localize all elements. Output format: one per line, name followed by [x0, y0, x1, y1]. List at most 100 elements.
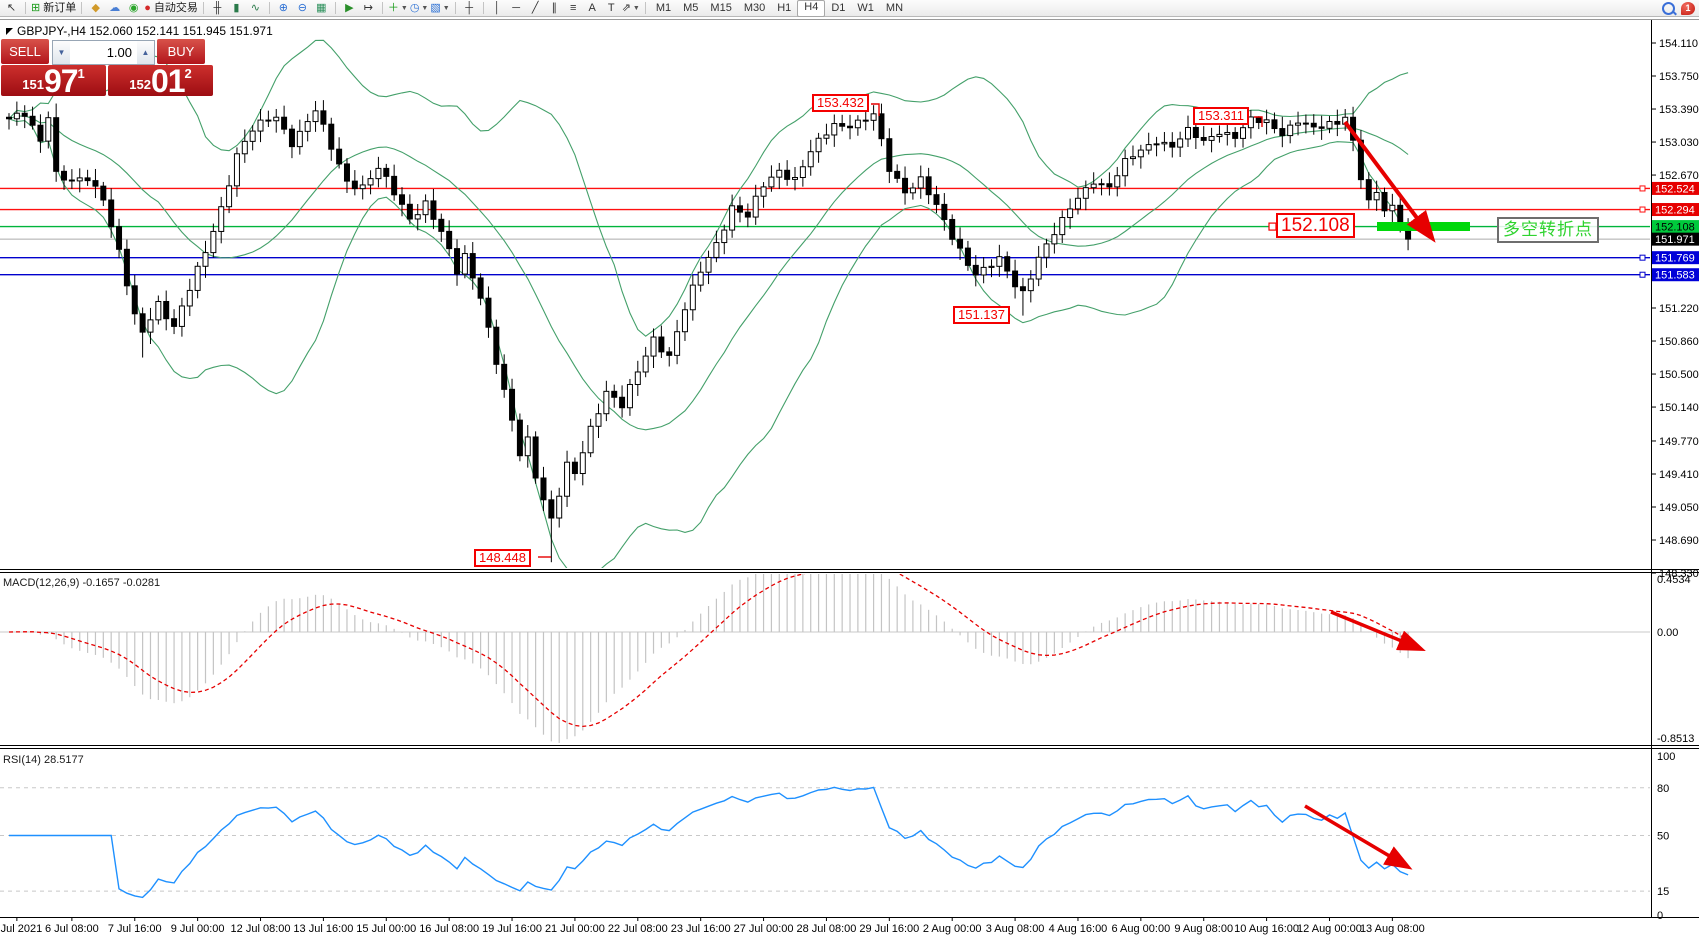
price-axis-tick: 153.030: [1659, 137, 1699, 149]
toolbar-separator: [454, 2, 456, 14]
time-axis-label: 2 Aug 00:00: [923, 923, 982, 935]
auto-scroll-icon[interactable]: ▶: [340, 1, 359, 16]
timeframe-m5[interactable]: M5: [683, 1, 699, 14]
arrows-icon[interactable]: ⇗ ▼: [621, 1, 641, 16]
autotrading-label: 自动交易: [153, 1, 198, 14]
tile-windows-icon[interactable]: ▦: [312, 1, 331, 16]
sell-price-small: 151: [22, 77, 44, 92]
zoom-in-icon[interactable]: ⊕: [274, 1, 293, 16]
bar-chart-icon[interactable]: ╫: [208, 1, 227, 16]
candles-layer: [6, 100, 1412, 563]
price-axis-badge: [1652, 232, 1699, 246]
trend-arrow[interactable]: [1330, 610, 1426, 651]
dropdown-arrow-icon: ▼: [400, 4, 408, 12]
price-annotation-151137[interactable]: 151.137: [953, 306, 1010, 324]
price-axis-badge-text: 151.769: [1655, 253, 1695, 265]
svg-text:100: 100: [1657, 751, 1675, 763]
fibonacci-icon[interactable]: ≡: [564, 1, 583, 16]
time-axis-label: 27 Jul 00:00: [734, 923, 794, 935]
trend-arrow[interactable]: [1304, 804, 1413, 870]
periods-icon[interactable]: ◷ ▼: [409, 1, 430, 16]
horizontal-line-icon[interactable]: ─: [507, 1, 526, 16]
price-axis-badge-text: 152.524: [1655, 183, 1695, 195]
timeframe-w1[interactable]: W1: [857, 1, 874, 14]
bollinger-lower-band: [8, 118, 1409, 568]
search-icon[interactable]: [1662, 1, 1675, 15]
text-icon[interactable]: A: [583, 1, 602, 16]
timeframe-m30[interactable]: M30: [743, 1, 766, 14]
profiles-icon: ◆: [91, 1, 100, 14]
price-axis-badge: [1652, 203, 1699, 217]
timeframe-bar: M1 M5 M15 M30 H1 H4 D1 W1 MN: [650, 0, 909, 17]
equidistant-channel-icon[interactable]: ∥: [545, 1, 564, 16]
timeframe-h4[interactable]: H4: [797, 0, 826, 17]
price-annotation-153311[interactable]: 153.311: [1193, 107, 1250, 125]
line-handle[interactable]: [1268, 222, 1277, 231]
fibonacci-icon: ≡: [569, 1, 577, 14]
bollinger-middle-band: [8, 115, 1409, 431]
templates-icon[interactable]: ▧ ▼: [429, 1, 450, 16]
profiles-icon[interactable]: ◆: [86, 1, 105, 16]
indicators-icon[interactable]: ＋ ▼: [387, 1, 409, 16]
line-chart-icon[interactable]: ∿: [246, 1, 265, 16]
buy-price-small: 152: [129, 77, 151, 92]
trend-arrow[interactable]: [1343, 120, 1436, 243]
sell-price-display[interactable]: 151 97 1: [1, 65, 106, 96]
new-order-label: 新订单: [43, 1, 77, 14]
line-handle[interactable]: [1639, 185, 1646, 192]
price-annotation-152108[interactable]: 152.108: [1276, 213, 1355, 238]
rsi-line: [9, 786, 1409, 899]
time-axis-label: 9 Jul 00:00: [171, 923, 225, 935]
cursor-icon[interactable]: ↖: [2, 1, 21, 16]
price-annotation-148448[interactable]: 148.448: [474, 549, 531, 567]
price-annotation-153432[interactable]: 153.432: [812, 94, 869, 112]
chart-shift-icon[interactable]: ↦: [359, 1, 378, 16]
volume-input[interactable]: 1.00: [106, 45, 132, 60]
line-handle[interactable]: [1639, 206, 1646, 213]
vertical-line-icon[interactable]: │: [488, 1, 507, 16]
macd-pane: [0, 574, 1650, 743]
buy-button[interactable]: BUY: [157, 39, 205, 64]
time-axis-label: 13 Jul 16:00: [293, 923, 353, 935]
autotrading-icon: ●: [144, 1, 151, 14]
chart-corner-icon[interactable]: [6, 27, 13, 35]
rsi-pane: [0, 786, 1650, 899]
time-axis-label: 9 Aug 08:00: [1174, 923, 1233, 935]
price-axis-tick: 152.670: [1659, 170, 1699, 182]
timeframe-h1[interactable]: H1: [777, 1, 792, 14]
price-axis-badge: [1652, 268, 1699, 282]
timeframe-d1[interactable]: D1: [831, 1, 846, 14]
toolbar-separator: [381, 2, 383, 14]
sell-button[interactable]: SELL: [1, 39, 49, 64]
timeframe-mn[interactable]: MN: [885, 1, 904, 14]
volume-down-button[interactable]: ▼: [53, 41, 70, 64]
new-order-icon[interactable]: ⊞ 新订单: [30, 1, 77, 16]
volume-up-button[interactable]: ▲: [137, 41, 154, 64]
timeframe-m15[interactable]: M15: [710, 1, 732, 14]
vertical-line-icon: │: [493, 1, 501, 14]
crosshair-icon[interactable]: ┼: [460, 1, 479, 16]
svg-text:15: 15: [1657, 886, 1669, 898]
timeframe-m1[interactable]: M1: [655, 1, 672, 14]
autotrading-icon[interactable]: ● 自动交易: [143, 1, 199, 16]
price-axis-tick: 148.690: [1659, 535, 1699, 547]
notifications-icon[interactable]: 1: [1681, 1, 1695, 15]
signals-icon[interactable]: ◉: [124, 1, 143, 16]
line-handle[interactable]: [1639, 271, 1646, 278]
time-axis-label: 6 Aug 00:00: [1111, 923, 1170, 935]
zoom-out-icon[interactable]: ⊖: [293, 1, 312, 16]
line-handle[interactable]: [1639, 254, 1646, 261]
candlestick-chart-icon[interactable]: ▮: [227, 1, 246, 16]
trendline-icon[interactable]: ╱: [526, 1, 545, 16]
buy-price-display[interactable]: 152 01 2: [108, 65, 213, 96]
tile-windows-icon: ▦: [316, 1, 327, 14]
volume-stepper: ▼ 1.00 ▲: [52, 40, 155, 65]
market-watch-icon[interactable]: ☁: [105, 1, 124, 16]
templates-icon: ▧: [430, 1, 441, 14]
time-axis-label: 16 Jul 08:00: [419, 923, 479, 935]
buy-price-sup: 2: [184, 66, 192, 81]
turning-point-label[interactable]: 多空转折点: [1497, 217, 1599, 243]
text-label-icon[interactable]: T: [602, 1, 621, 16]
